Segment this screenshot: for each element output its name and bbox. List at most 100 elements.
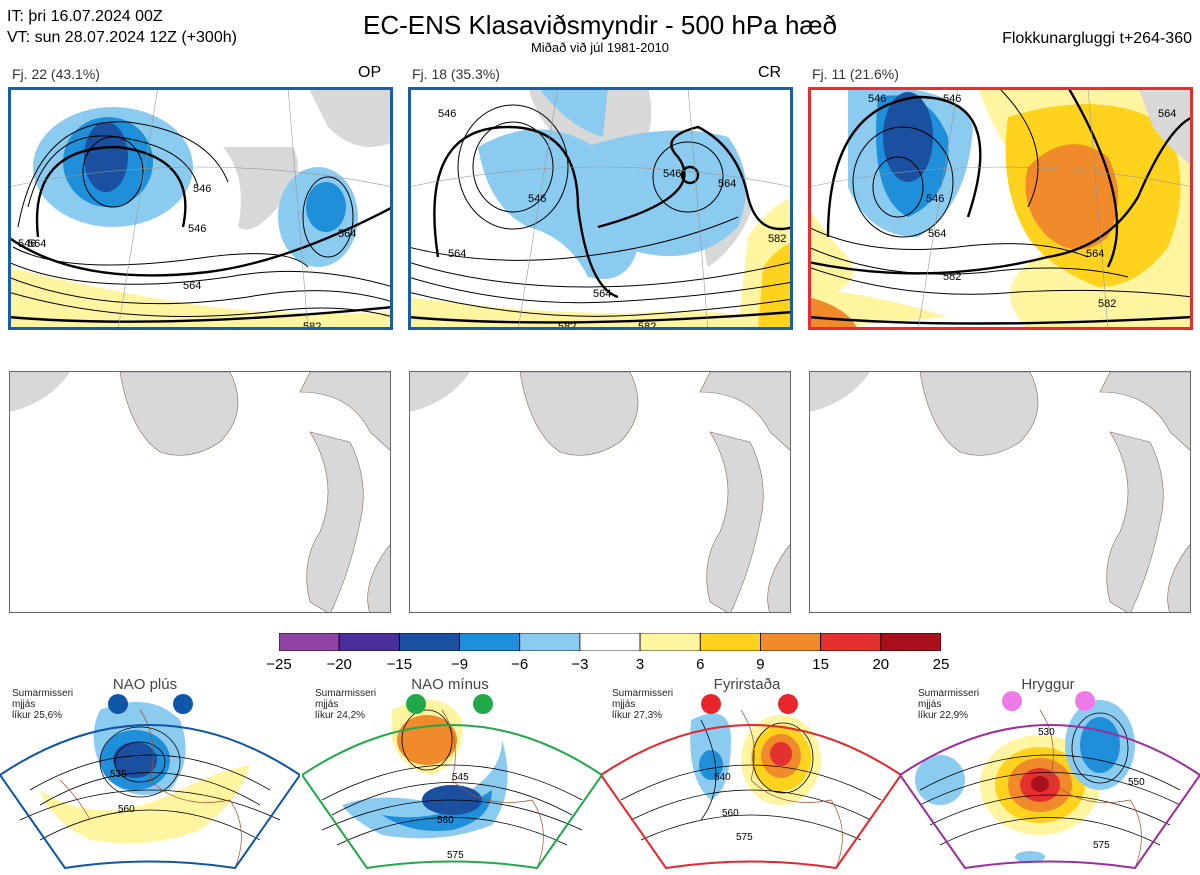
regime-1-months: mjjás <box>12 699 36 710</box>
cluster-2-map: 546 546 564 546 564 564 582 582 582 <box>408 87 793 330</box>
colorbar-swatch <box>459 632 521 652</box>
regime-2-contour-label: 575 <box>447 850 464 861</box>
cluster-2-contour-label: 582 <box>638 321 656 330</box>
regime-2-title: NAO mínus <box>411 676 489 693</box>
colorbar-swatch <box>760 632 822 652</box>
regime-4-info: Sumarmisseri mjjás líkur 22,9% <box>918 688 979 721</box>
cluster-1-contour-label: 582 <box>303 321 321 330</box>
colorbar-swatch <box>519 632 581 652</box>
colorbar-tick-label: 15 <box>812 656 829 673</box>
cluster-2-tag: CR <box>758 64 782 81</box>
regime-1-title: NAO plús <box>112 676 178 693</box>
regime-3-months: mjjás <box>612 699 636 710</box>
regime-1-info: Sumarmisseri mjjás líkur 25,6% <box>12 688 73 721</box>
regime-3-dot <box>778 694 798 714</box>
regime-4-contour-label: 550 <box>1128 777 1145 788</box>
colorbar-tick-label: −25 <box>266 656 292 673</box>
cluster-1-contour-label: 564 <box>183 280 201 292</box>
regime-4-contour-label: 575 <box>1093 840 1110 851</box>
colorbar <box>278 632 942 652</box>
cluster-1-map: 546 546 546 564 564 564 582 <box>8 87 393 330</box>
cluster-1-label: Fj. 22 (43.1%) <box>12 66 100 82</box>
regime-3-info: Sumarmisseri mjjás líkur 27,3% <box>612 688 673 721</box>
regime-4-title: Hryggur <box>1021 676 1075 693</box>
regime-1-contour-label: 535 <box>110 769 127 780</box>
cluster-1-tag: OP <box>358 64 382 81</box>
regime-blocking: 540 560 575 <box>599 680 903 870</box>
cluster-3-contour-label: 546 <box>943 93 961 105</box>
colorbar-tick-label: −20 <box>326 656 352 673</box>
cluster-2-contour-label: 582 <box>768 233 786 245</box>
cluster-2-contour-label: 546 <box>528 193 546 205</box>
cluster-1-contour-label: 546 <box>188 223 206 235</box>
classification-window: Flokkunargluggi t+264-360 <box>1002 30 1192 47</box>
regime-2-dot <box>473 694 493 714</box>
colorbar-tick-label: 3 <box>635 656 645 673</box>
colorbar-swatch <box>579 632 641 652</box>
colorbar-tick-label: 25 <box>932 656 950 673</box>
cluster-1-frame <box>8 87 393 330</box>
initial-time: IT: þri 16.07.2024 00Z <box>7 8 163 25</box>
regime-3-contour-label: 540 <box>714 772 731 783</box>
cluster-3-contour-label: 564 <box>1158 108 1176 120</box>
empty-map-1 <box>9 371 391 613</box>
regime-1-contour-label: 560 <box>118 804 135 815</box>
regime-1-dot <box>108 694 128 714</box>
cluster-3-frame <box>808 87 1193 330</box>
colorbar-tick-label: −6 <box>511 656 529 673</box>
header-run-info: IT: þri 16.07.2024 00Z VT: sun 28.07.202… <box>7 6 237 48</box>
regime-2-info: Sumarmisseri mjjás líkur 24,2% <box>315 688 376 721</box>
cluster-2-contour-label: 564 <box>593 288 611 300</box>
cluster-3-contour-label: 564 <box>1086 248 1104 260</box>
cluster-1-contour-label: 564 <box>338 228 356 240</box>
regime-nao-minus: 545 560 575 <box>300 680 604 870</box>
colorbar-swatch <box>398 632 460 652</box>
empty-map-3 <box>809 371 1191 613</box>
colorbar-swatch <box>880 632 942 652</box>
regime-4-months: mjjás <box>918 699 942 710</box>
cluster-3-contour-label: 582 <box>943 271 961 283</box>
regime-1-season: Sumarmisseri <box>12 688 74 699</box>
colorbar-tick-label: 6 <box>696 656 705 673</box>
regime-2-probability: líkur 24,2% <box>315 710 366 721</box>
colorbar-tick-label: 9 <box>756 656 765 673</box>
colorbar-swatch <box>338 632 400 652</box>
regime-4-contour-label: 530 <box>1038 727 1055 738</box>
regime-4-dot <box>1002 691 1022 711</box>
regime-1-dot <box>173 694 193 714</box>
colorbar-tick-label: −3 <box>571 656 589 673</box>
regime-2-contour-label: 560 <box>437 815 454 826</box>
colorbar-swatch <box>699 632 761 652</box>
cluster-3-map: 546 546 546 564 564 582 582 564 <box>808 87 1193 330</box>
regime-nao-plus: 535 560 <box>0 680 302 870</box>
regime-ridge: 530 550 575 <box>898 680 1200 870</box>
cluster-2-contour-label: 546 <box>663 168 681 180</box>
regime-3-season: Sumarmisseri <box>612 688 674 699</box>
cluster-1-contour-label: 564 <box>28 238 46 250</box>
regime-4-probability: líkur 22,9% <box>918 710 969 721</box>
cluster-1-contour-label: 546 <box>193 183 211 195</box>
page-subtitle: Miðað við júl 1981-2010 <box>530 40 670 55</box>
regime-3-contour-label: 560 <box>722 808 739 819</box>
regime-2-season: Sumarmisseri <box>315 688 377 699</box>
empty-map-2 <box>409 371 791 613</box>
colorbar-tick-label: −9 <box>450 656 469 673</box>
colorbar-swatch <box>639 632 701 652</box>
regime-3-dot <box>701 694 721 714</box>
cluster-3-contour-label: 546 <box>926 193 944 205</box>
regime-3-probability: líkur 27,3% <box>612 710 663 721</box>
cluster-2-contour-label: 582 <box>558 321 576 330</box>
cluster-3-contour-label: 546 <box>868 93 886 105</box>
regime-2-dot <box>406 694 426 714</box>
cluster-2-frame <box>408 87 793 330</box>
cluster-3-contour-label: 582 <box>1098 298 1116 310</box>
colorbar-tick-label: 20 <box>872 656 890 673</box>
regime-4-dot <box>1075 691 1095 711</box>
cluster-2-label: Fj. 18 (35.3%) <box>412 66 500 82</box>
cluster-3-label: Fj. 11 (21.6%) <box>812 66 899 82</box>
cluster-2-contour-label: 564 <box>718 178 736 190</box>
regime-4-season: Sumarmisseri <box>918 688 980 699</box>
regime-1-probability: líkur 25,6% <box>12 710 63 721</box>
cluster-3-contour-label: 564 <box>928 228 946 240</box>
colorbar-tick-label: −15 <box>386 656 413 673</box>
